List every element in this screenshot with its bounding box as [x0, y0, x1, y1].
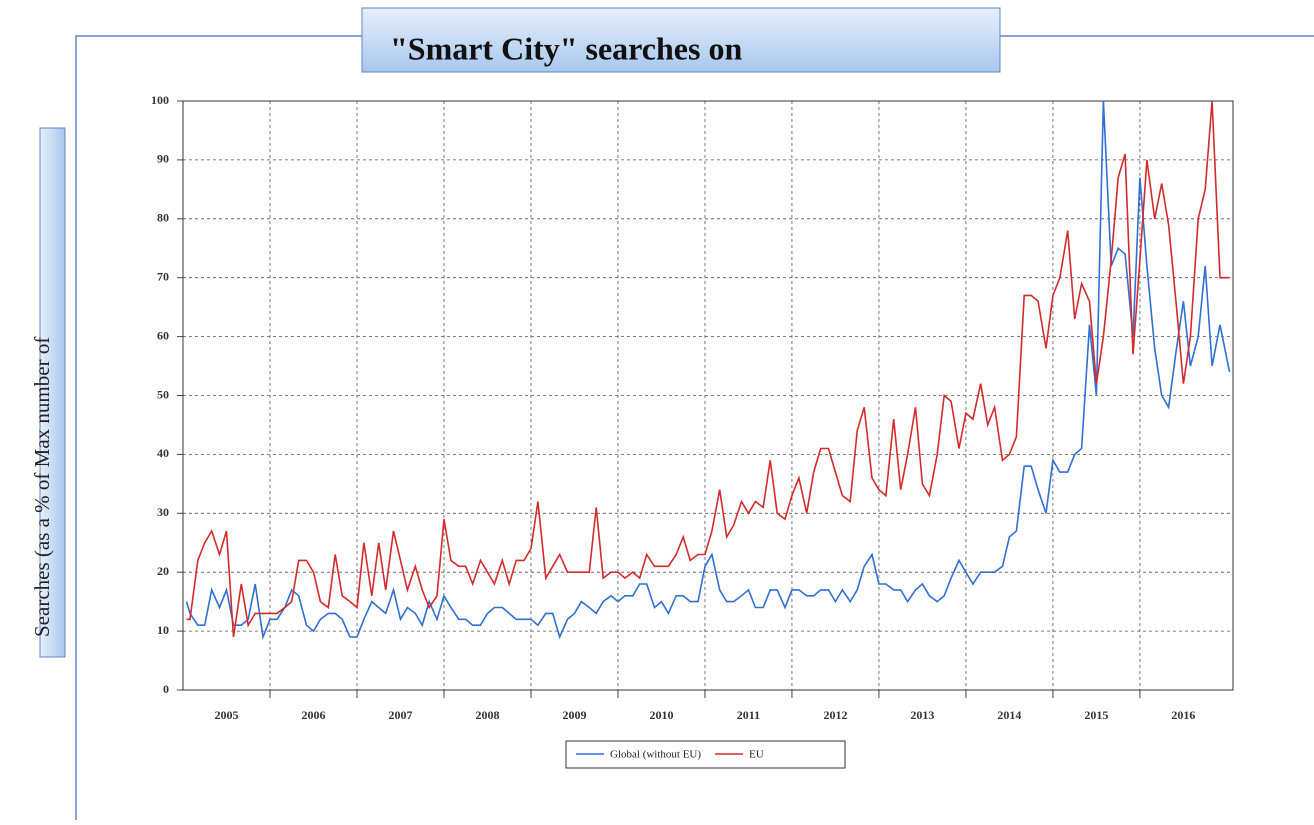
title-box	[361, 7, 1001, 73]
x-tick-label: 2005	[214, 708, 238, 722]
x-tick-label: 2008	[475, 708, 499, 722]
y-axis-label: Searches (as a % of Max number of	[30, 337, 54, 637]
chart-title: "Smart City" searches on	[390, 30, 742, 66]
series-line	[185, 100, 1231, 641]
y-tick-label: 20	[157, 564, 169, 578]
y-tick-label: 10	[157, 623, 169, 637]
panel	[75, 35, 1314, 825]
legend-label: EU	[749, 749, 764, 761]
y-tick-label: 70	[157, 269, 169, 283]
legend-label: Global (without EU)	[610, 749, 701, 761]
legend-box	[565, 740, 846, 769]
series-line	[186, 100, 1230, 638]
x-tick-label: 2013	[910, 708, 934, 722]
y-tick-label: 50	[157, 387, 169, 401]
x-tick-label: 2016	[1171, 708, 1195, 722]
y-tick-label: 0	[163, 682, 169, 696]
y-tick-label: 100	[151, 93, 169, 107]
legend: Global (without EU) EU	[565, 740, 846, 769]
y-tick-label: 30	[157, 505, 169, 519]
x-tick-label: 2011	[737, 708, 760, 722]
y-label-box	[39, 127, 66, 658]
y-tick-label: 40	[157, 446, 169, 460]
x-tick-label: 2014	[997, 708, 1021, 722]
x-tick-label: 2015	[1084, 708, 1108, 722]
x-tick-label: 2012	[823, 708, 847, 722]
y-tick-label: 60	[157, 328, 169, 342]
y-tick-label: 90	[157, 152, 169, 166]
x-tick-label: 2007	[388, 708, 412, 722]
plot-frame	[182, 100, 1234, 691]
x-tick-label: 2009	[562, 708, 586, 722]
x-tick-label: 2006	[301, 708, 325, 722]
x-tick-label: 2010	[649, 708, 673, 722]
y-tick-label: 80	[157, 211, 169, 225]
